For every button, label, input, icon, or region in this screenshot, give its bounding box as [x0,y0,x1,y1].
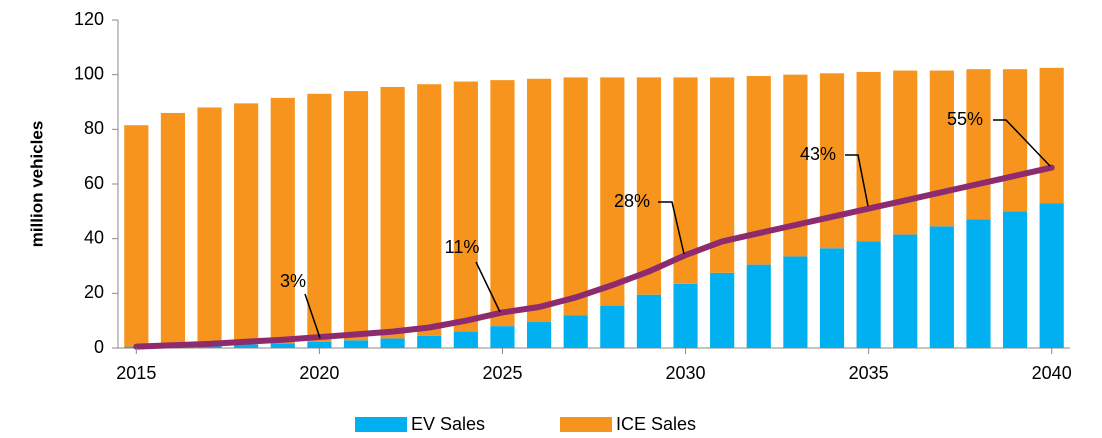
bar [160,112,186,347]
bar [673,283,698,348]
bar [270,343,295,348]
annotation-leader [658,201,685,255]
bar [966,219,991,348]
bar [856,241,881,348]
bar [636,294,662,348]
annotation: 11% [445,237,480,257]
bar [929,70,954,227]
y-tick-label: 80 [84,118,104,138]
bar [234,103,259,345]
y-tick-label: 120 [74,9,104,29]
y-tick-label: 40 [84,227,104,247]
y-tick-label: 100 [74,63,104,83]
x-tick-label: 2035 [849,363,889,383]
bar [1039,203,1064,348]
bar [453,81,478,332]
bar [526,322,552,348]
x-tick-label: 2040 [1032,363,1072,383]
bar [307,341,332,348]
x-tick-label: 2025 [482,363,522,383]
bar [343,91,369,341]
bar [636,77,662,295]
bar [417,335,442,348]
bar [490,326,515,348]
bar [563,315,588,348]
line [133,164,1055,350]
bar [929,226,954,348]
bar [234,344,259,348]
bar [710,272,735,348]
bar [563,77,588,316]
bar [856,71,881,242]
bar [966,69,991,220]
annotation: 55% [947,109,983,129]
annotation: 43% [800,144,836,164]
y-axis-title: million vehicles [27,121,46,248]
annotation-leader [475,261,501,313]
bar [783,256,808,348]
legend-swatch [355,417,407,432]
bar [1002,69,1028,212]
bar [417,84,442,336]
bar [490,80,515,327]
annotation-leader [845,154,869,207]
bar [270,97,295,344]
bar [526,78,552,323]
legend-swatch [560,417,612,432]
y-tick-label: 20 [84,282,104,302]
annotation-leader [993,119,1051,167]
annotation: 28% [614,191,650,211]
legend-label: EV Sales [411,414,485,434]
annotation-leader [304,293,321,339]
bar [893,70,918,235]
bar [1039,67,1064,204]
bar [380,86,405,339]
bar [124,125,149,347]
bar [307,93,332,342]
annotation: 3% [280,271,306,291]
bar [746,264,771,348]
bar [1002,211,1028,348]
x-tick-label: 2030 [666,363,706,383]
x-tick-label: 2015 [116,363,156,383]
bar [893,234,918,348]
y-tick-label: 0 [94,337,104,357]
bar [819,248,845,348]
x-tick-label: 2020 [299,363,339,383]
y-tick-label: 60 [84,173,104,193]
legend-label: ICE Sales [616,414,696,434]
bar [197,107,222,346]
bar [380,338,405,348]
bar [600,77,625,306]
bar [343,340,369,348]
bar [453,331,478,348]
bar [600,305,625,348]
